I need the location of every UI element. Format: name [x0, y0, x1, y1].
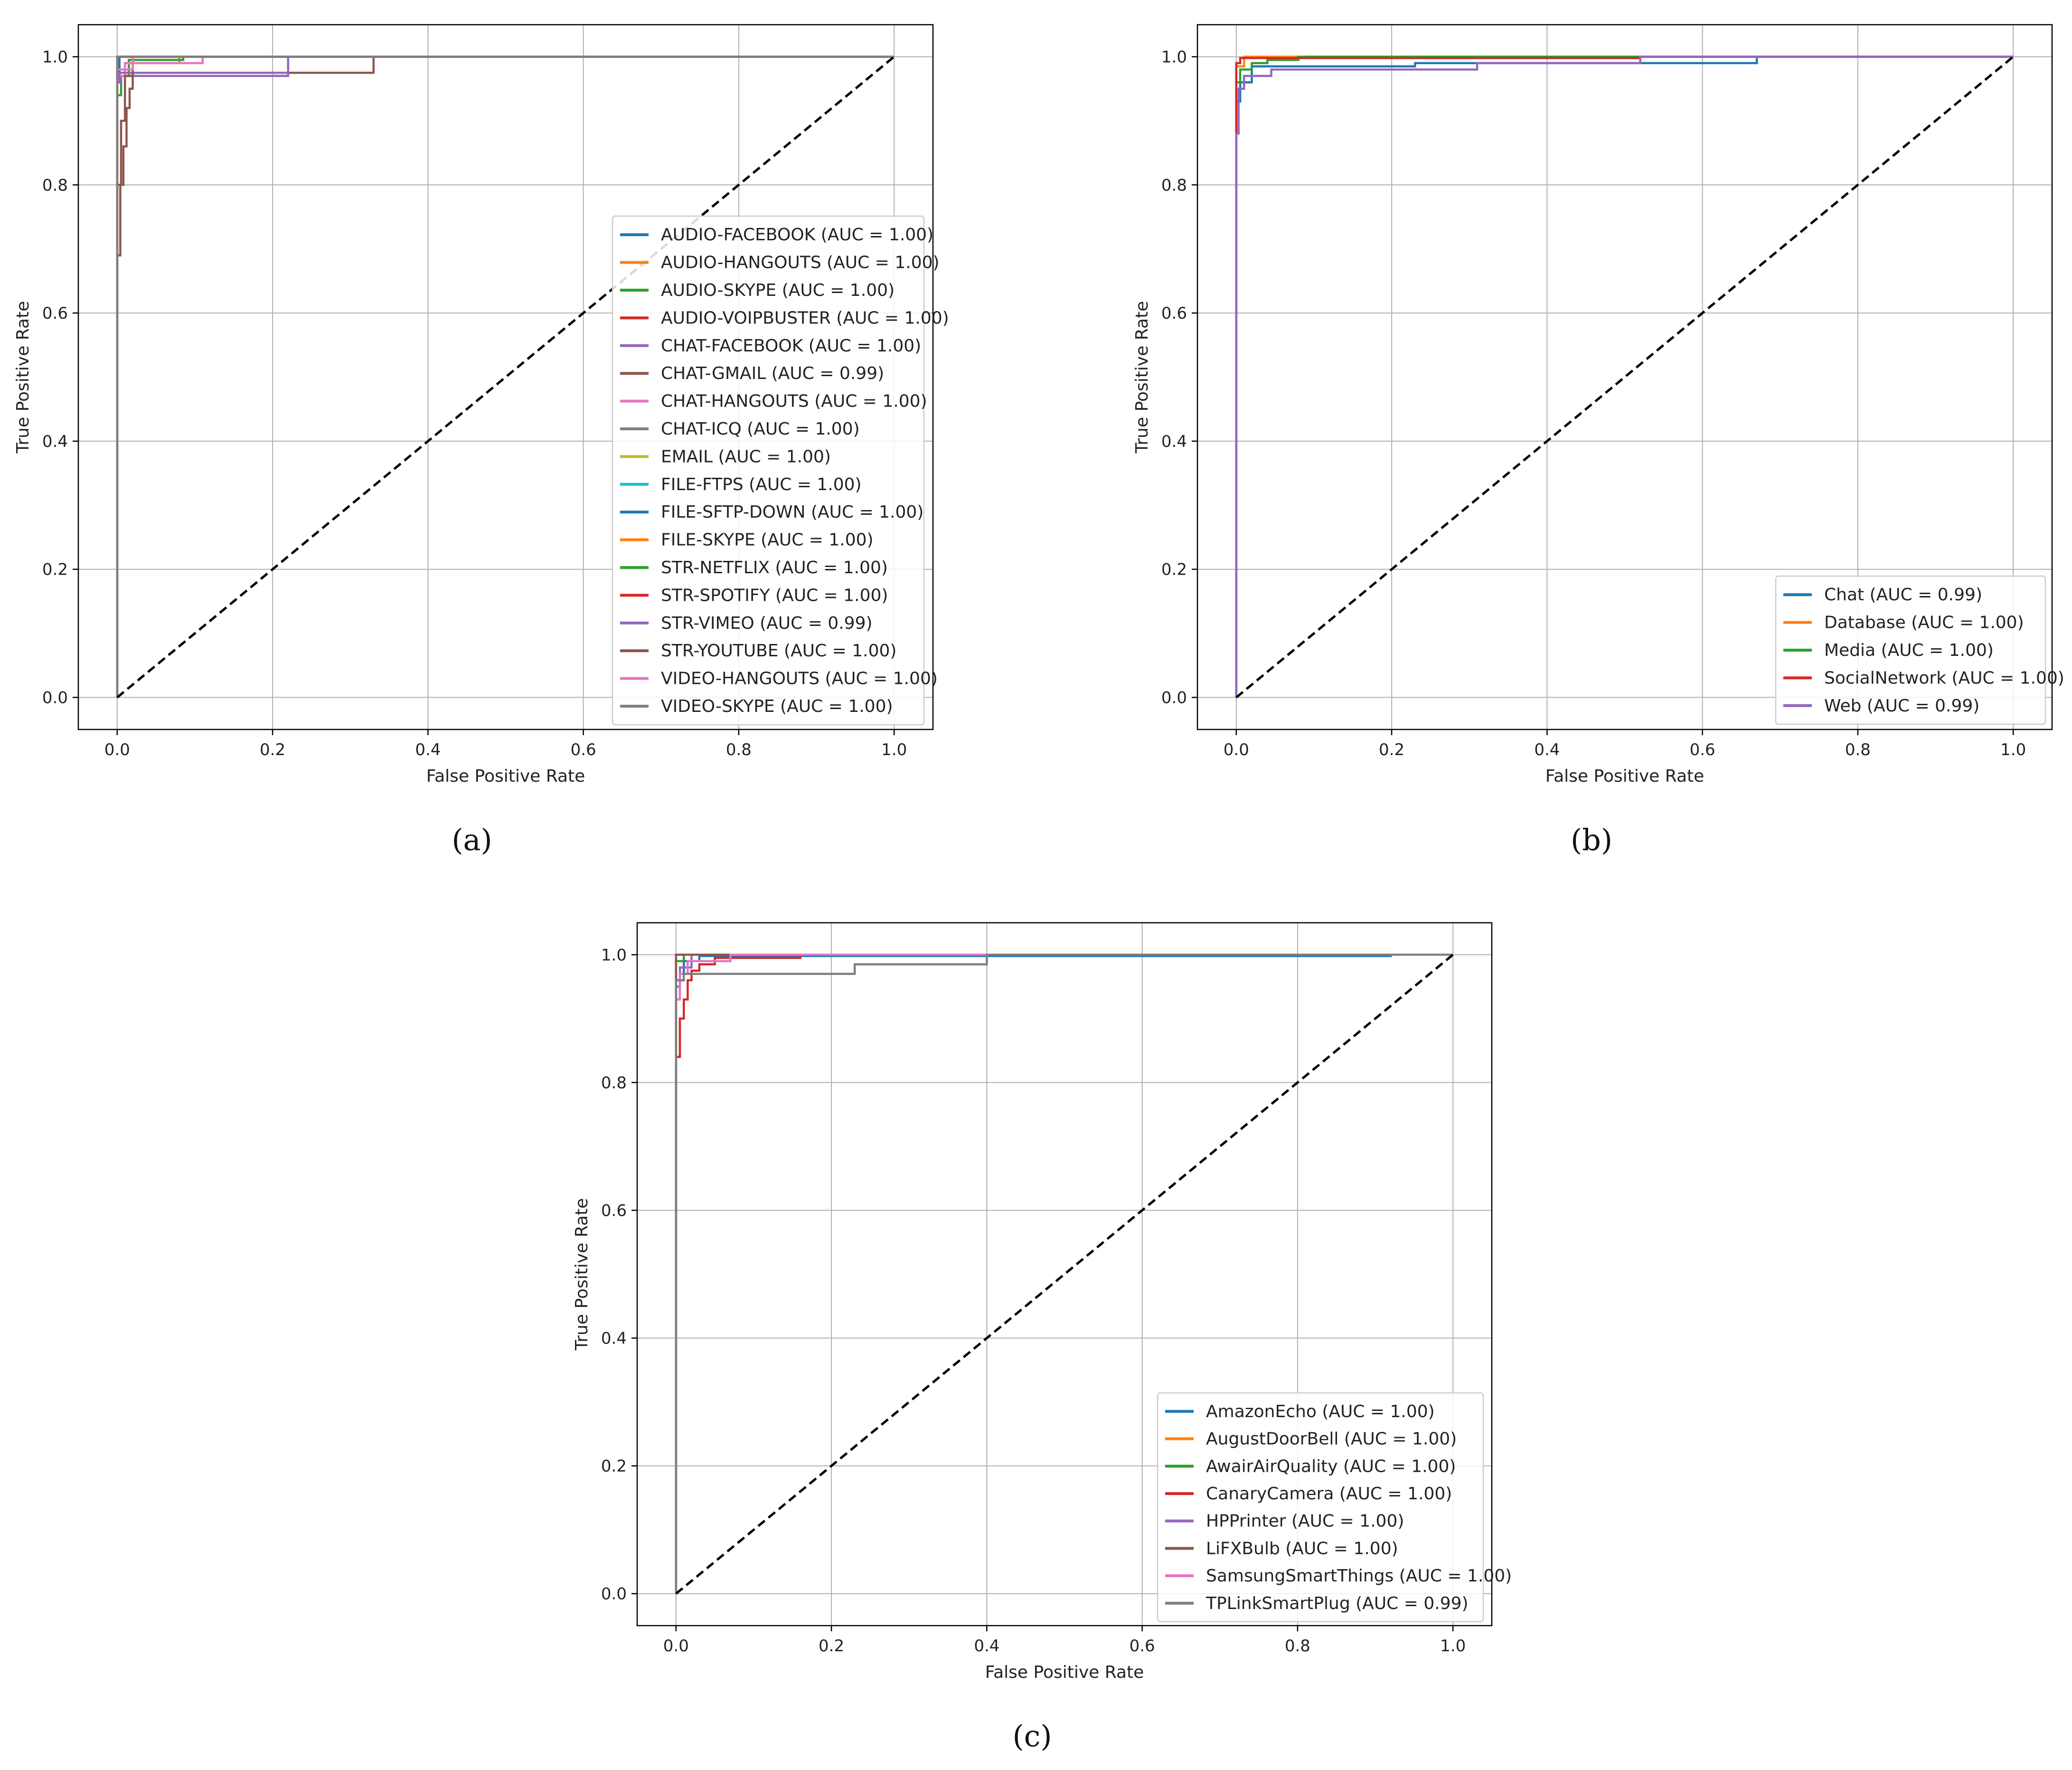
x-tick-label: 0.8: [726, 740, 752, 759]
x-tick-label: 0.6: [1690, 740, 1715, 759]
legend-entry-label: AwairAirQuality (AUC = 1.00): [1206, 1457, 1456, 1476]
x-tick-label: 0.6: [571, 740, 596, 759]
y-tick-label: 1.0: [42, 47, 68, 66]
y-tick-label: 1.0: [601, 946, 627, 965]
legend: Chat (AUC = 0.99) Database (AUC = 1.00) Me…: [1775, 575, 2064, 725]
y-tick-label: 1.0: [1161, 47, 1187, 66]
legend-entry-label: FILE-FTPS (AUC = 1.00): [661, 475, 862, 494]
legend-entry-label: Web (AUC = 0.99): [1824, 696, 1979, 716]
y-tick-label: 0.4: [1161, 432, 1187, 451]
roc-curve-18: [116, 56, 895, 698]
y-tick-label: 0.0: [1161, 689, 1187, 708]
y-tick-label: 0.6: [601, 1201, 627, 1220]
legend-entry-label: STR-NETFLIX (AUC = 1.00): [661, 558, 888, 577]
legend-entry-label: CHAT-ICQ (AUC = 1.00): [661, 419, 860, 439]
legend-entry-label: AmazonEcho (AUC = 1.00): [1206, 1402, 1435, 1421]
legend-entry-label: VIDEO-SKYPE (AUC = 1.00): [661, 697, 893, 716]
legend: AUDIO-FACEBOOK (AUC = 1.00) AUDIO-HANGOUT…: [612, 215, 949, 726]
x-tick-label: 0.4: [415, 740, 441, 759]
chance-diagonal-line: [116, 56, 895, 699]
x-axis-label: False Positive Rate: [1545, 767, 1705, 786]
y-tick-label: 0.2: [1161, 560, 1187, 579]
roc-curve-5: [1235, 56, 2014, 698]
legend-entry-label: CanaryCamera (AUC = 1.00): [1206, 1484, 1452, 1504]
x-tick-label: 1.0: [2000, 740, 2026, 759]
y-axis-label: True Positive Rate: [1132, 301, 1152, 454]
legend-entry-label: STR-VIMEO (AUC = 0.99): [661, 614, 873, 633]
legend-entry-label: SocialNetwork (AUC = 1.00): [1824, 668, 2064, 688]
y-axis-label: True Positive Rate: [572, 1198, 592, 1351]
legend-entry-label: HPPrinter (AUC = 1.00): [1206, 1512, 1404, 1531]
legend-entry-label: CHAT-FACEBOOK (AUC = 1.00): [661, 336, 921, 356]
legend-entry-label: STR-SPOTIFY (AUC = 1.00): [661, 586, 888, 605]
y-tick-label: 0.8: [601, 1073, 627, 1092]
chance-diagonal-line: [1235, 56, 2014, 699]
x-tick-label: 0.8: [1285, 1637, 1310, 1656]
legend-entry-label: Database (AUC = 1.00): [1824, 613, 2024, 633]
y-tick-label: 0.2: [42, 560, 68, 579]
legend-entry-label: TPLinkSmartPlug (AUC = 0.99): [1206, 1594, 1469, 1613]
chance-diagonal-line: [675, 954, 1454, 1595]
y-tick-label: 0.4: [42, 432, 68, 451]
x-axis-label: False Positive Rate: [985, 1663, 1144, 1682]
x-axis-label: False Positive Rate: [426, 767, 585, 786]
y-tick-label: 0.2: [601, 1457, 627, 1476]
roc-curve-8: [675, 954, 1453, 1594]
roc-panel-a: 0.0 0.0 0.2 0.2 0.4 0.4 0.6 0.6 0.8 0.8 1.0 1.0 Fals…: [13, 24, 949, 786]
legend-entry-label: CHAT-HANGOUTS (AUC = 1.00): [661, 392, 927, 411]
legend-entry-label: SamsungSmartThings (AUC = 1.00): [1206, 1566, 1512, 1586]
y-tick-label: 0.0: [601, 1585, 627, 1604]
legend-entry-label: EMAIL (AUC = 1.00): [661, 447, 831, 466]
legend-entry-label: Media (AUC = 1.00): [1824, 641, 1994, 660]
roc-curve-4: [675, 954, 1453, 1594]
legend-entry-label: AUDIO-HANGOUTS (AUC = 1.00): [661, 253, 940, 273]
legend-entry-label: Chat (AUC = 0.99): [1824, 585, 1982, 605]
x-tick-label: 0.4: [974, 1637, 999, 1656]
roc-panel-c: 0.0 0.0 0.2 0.2 0.4 0.4 0.6 0.6 0.8 0.8 1.0 1.0 Fals…: [572, 922, 1512, 1682]
roc-panel-b: 0.0 0.0 0.2 0.2 0.4 0.4 0.6 0.6 0.8 0.8 1.0 1.0 Fals…: [1132, 24, 2064, 786]
legend-box: [1157, 1392, 1484, 1622]
axes-frame: [77, 24, 934, 730]
x-tick-label: 1.0: [881, 740, 907, 759]
x-tick-label: 0.2: [260, 740, 285, 759]
x-tick-label: 1.0: [1440, 1637, 1466, 1656]
y-tick-label: 0.8: [42, 176, 68, 195]
axes-frame: [636, 922, 1493, 1627]
x-tick-label: 0.4: [1534, 740, 1560, 759]
legend-entry-label: AUDIO-SKYPE (AUC = 1.00): [661, 281, 895, 300]
legend-entry-label: AUDIO-FACEBOOK (AUC = 1.00): [661, 225, 933, 245]
y-tick-label: 0.4: [601, 1329, 627, 1348]
y-tick-label: 0.8: [1161, 176, 1187, 195]
legend: AmazonEcho (AUC = 1.00) AugustDoorBell (A…: [1157, 1392, 1512, 1622]
panel-caption: (b): [1571, 823, 1612, 857]
panel-caption: (c): [1012, 1719, 1052, 1753]
x-tick-label: 0.0: [104, 740, 130, 759]
x-tick-label: 0.0: [663, 1637, 689, 1656]
x-tick-label: 0.2: [819, 1637, 844, 1656]
y-tick-label: 0.0: [42, 689, 68, 708]
y-axis-label: True Positive Rate: [13, 301, 33, 454]
legend-entry-label: LiFXBulb (AUC = 1.00): [1206, 1539, 1398, 1558]
axes-frame: [1196, 24, 2053, 730]
x-tick-label: 0.2: [1379, 740, 1404, 759]
legend-box: [1775, 575, 2046, 725]
y-tick-label: 0.6: [1161, 304, 1187, 323]
panel-caption: (a): [452, 823, 492, 857]
legend-entry-label: AugustDoorBell (AUC = 1.00): [1206, 1429, 1457, 1449]
legend-box: [612, 215, 925, 726]
legend-entry-label: FILE-SFTP-DOWN (AUC = 1.00): [661, 502, 923, 522]
x-tick-label: 0.0: [1224, 740, 1249, 759]
legend-entry-label: STR-YOUTUBE (AUC = 1.00): [661, 641, 896, 661]
legend-entry-label: CHAT-GMAIL (AUC = 0.99): [661, 364, 884, 383]
x-tick-label: 0.6: [1130, 1637, 1155, 1656]
legend-entry-label: AUDIO-VOIPBUSTER (AUC = 1.00): [661, 308, 949, 328]
y-tick-label: 0.6: [42, 304, 68, 323]
x-tick-label: 0.8: [1845, 740, 1871, 759]
legend-entry-label: FILE-SKYPE (AUC = 1.00): [661, 530, 874, 550]
legend-entry-label: VIDEO-HANGOUTS (AUC = 1.00): [661, 669, 938, 689]
roc-curve-6: [116, 56, 895, 698]
